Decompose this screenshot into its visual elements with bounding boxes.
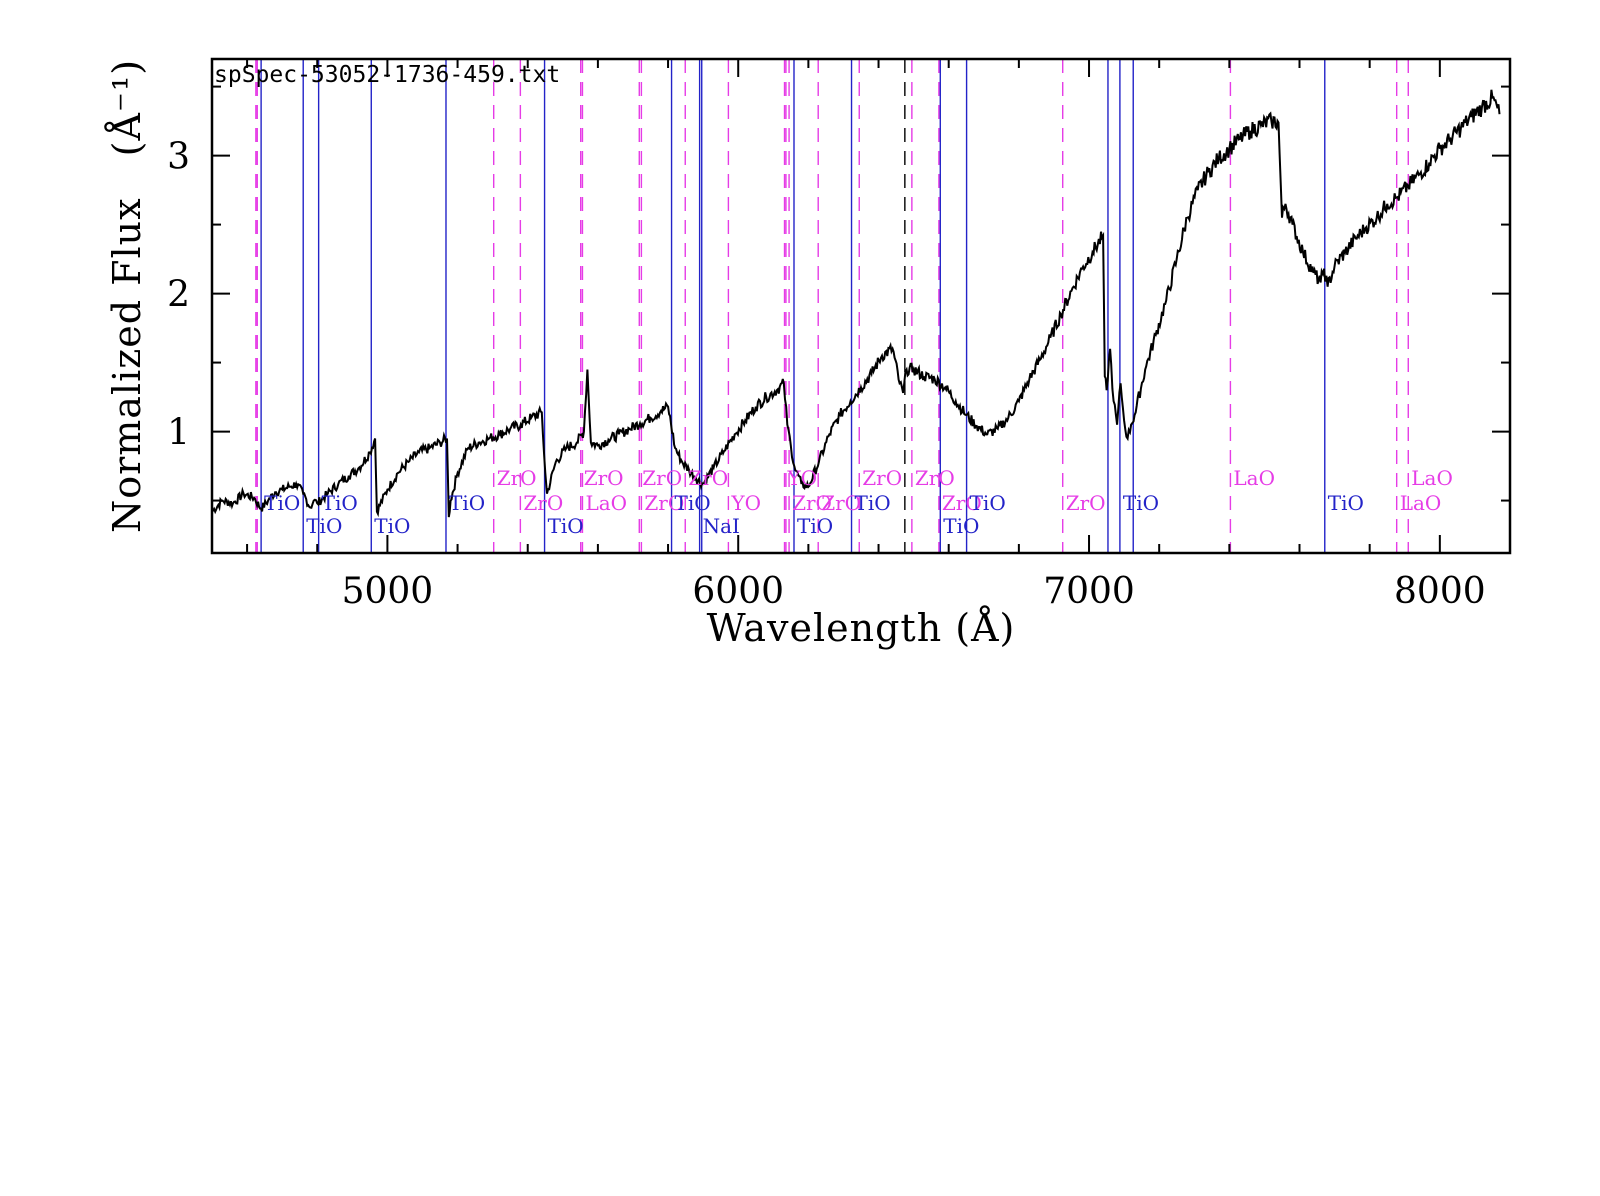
line-label-zro: ZrO	[644, 491, 684, 515]
plot-frame	[210, 57, 1512, 555]
line-label-tio: TiO	[970, 491, 1006, 515]
line-label-tio: TiO	[374, 514, 410, 538]
line-label-lao: LaO	[1411, 466, 1453, 490]
line-label-zro: ZrO	[523, 491, 563, 515]
line-label-zro: ZrO	[497, 466, 537, 490]
line-label-tio: TiO	[449, 491, 485, 515]
line-label-tio: TiO	[264, 491, 300, 515]
file-label: spSpec-53052-1736-459.txt	[214, 62, 560, 88]
y-tick-label: 2	[167, 275, 190, 316]
line-label-tio: TiO	[322, 491, 358, 515]
y-axis-label: Normalized Flux (Å⁻¹)	[105, 59, 149, 533]
y-tick-label: 1	[167, 413, 190, 454]
line-label-lao: LaO	[1233, 466, 1275, 490]
line-label-zro: ZrO	[688, 466, 728, 490]
line-label-tio: TiO	[943, 514, 979, 538]
line-label-tio: TiO	[855, 491, 891, 515]
line-label-group: TiOTiOTiOTiOTiOZrOZrOTiOZrOLaOZrOZrOTiOZ…	[264, 466, 1453, 538]
y-axis-label-unit: (Å⁻¹)	[105, 59, 149, 156]
y-tick-label: 3	[167, 137, 190, 178]
x-tick-label: 5000	[342, 571, 434, 612]
line-label-yo: YO	[787, 466, 818, 490]
line-label-tio: TiO	[1328, 491, 1364, 515]
line-label-tio: TiO	[797, 514, 833, 538]
line-label-lao: LaO	[1400, 491, 1442, 515]
line-label-zro: ZrO	[584, 466, 624, 490]
axis-ticks: 5000 6000 7000 8000 1 2 3	[167, 59, 1511, 612]
line-label-zro: ZrO	[915, 466, 955, 490]
x-tick-label: 7000	[1043, 571, 1135, 612]
line-label-yo: YO	[730, 491, 761, 515]
line-label-tio: TiO	[548, 514, 584, 538]
line-label-tio: TiO	[306, 514, 342, 538]
x-tick-label: 8000	[1394, 571, 1486, 612]
x-axis-label: Wavelength (Å)	[707, 606, 1016, 650]
line-label-zro: ZrO	[821, 491, 861, 515]
line-label-zro: ZrO	[642, 466, 682, 490]
line-label-tio: TiO	[675, 491, 711, 515]
line-label-tio: TiO	[1123, 491, 1159, 515]
line-label-lao: LaO	[585, 491, 627, 515]
line-label-zro: ZrO	[792, 491, 832, 515]
line-label-zro: ZrO	[862, 466, 902, 490]
line-label-nai: NaI	[703, 514, 740, 538]
y-axis-label-text: Normalized Flux	[105, 197, 149, 533]
line-markers	[255, 59, 1409, 553]
x-tick-label: 6000	[692, 571, 784, 612]
spectrum-line	[211, 89, 1501, 518]
line-label-zro: ZrO	[942, 491, 982, 515]
line-label-zro: ZrO	[1066, 491, 1106, 515]
